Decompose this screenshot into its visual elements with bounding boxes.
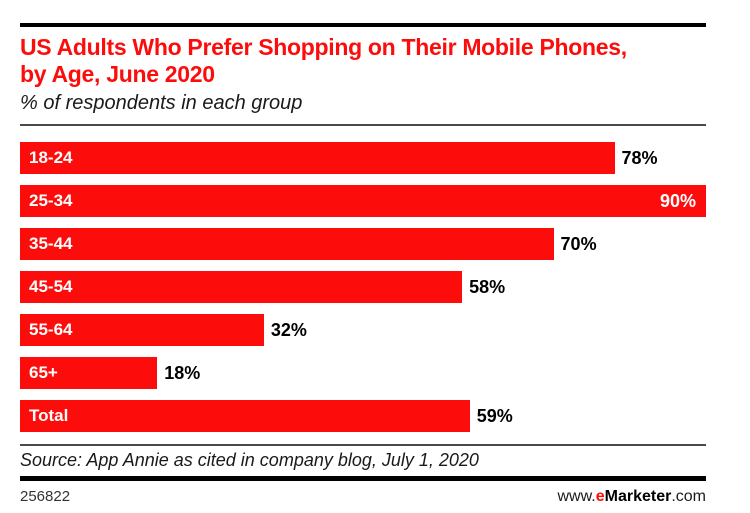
bar-value-label: 59% bbox=[476, 405, 513, 426]
bar-value-label: 70% bbox=[560, 233, 597, 254]
bar-category-label: 65+ bbox=[29, 363, 58, 382]
bar-row: 45-54 58% bbox=[20, 271, 706, 303]
bar-chart: 18-24 78% 25-34 90% 35-44 70% 45-54 58% 55-64 32%… bbox=[20, 142, 706, 432]
bar-row: 35-44 70% bbox=[20, 228, 706, 260]
footer-row: 256822 www.eMarketer.com bbox=[20, 488, 706, 506]
bar: 25-34 90% bbox=[20, 185, 706, 217]
website-url: www.eMarketer.com bbox=[557, 488, 706, 506]
bar: 45-54 bbox=[20, 271, 463, 303]
bar-row: 18-24 78% bbox=[20, 142, 706, 174]
source-divider bbox=[20, 444, 706, 446]
url-com: .com bbox=[671, 488, 706, 505]
header-divider bbox=[20, 124, 706, 126]
source-note: Source: App Annie as cited in company bl… bbox=[20, 450, 479, 470]
bar-row: 55-64 32% bbox=[20, 314, 706, 346]
bar-value-label: 90% bbox=[659, 190, 696, 211]
bar-row: 25-34 90% bbox=[20, 185, 706, 217]
bar-row: Total 59% bbox=[20, 400, 706, 432]
bar: 18-24 bbox=[20, 142, 615, 174]
bar-category-label: 18-24 bbox=[29, 148, 73, 167]
bar-value-label: 32% bbox=[270, 319, 307, 340]
bar-category-label: 25-34 bbox=[29, 191, 73, 210]
bar-category-label: 35-44 bbox=[29, 234, 73, 253]
chart-title: US Adults Who Prefer Shopping on Their M… bbox=[20, 34, 627, 87]
bar: 55-64 bbox=[20, 314, 264, 346]
chart-content: US Adults Who Prefer Shopping on Their M… bbox=[20, 0, 706, 506]
url-www: www. bbox=[557, 488, 596, 505]
footer-divider bbox=[20, 476, 706, 481]
top-divider bbox=[20, 23, 706, 27]
bar: 65+ bbox=[20, 357, 158, 389]
bar-value-label: 18% bbox=[164, 362, 201, 383]
bar: 35-44 bbox=[20, 228, 554, 260]
url-e: e bbox=[595, 488, 605, 505]
chart-id: 256822 bbox=[20, 488, 71, 505]
bar-category-label: 55-64 bbox=[29, 320, 73, 339]
bar: Total bbox=[20, 400, 470, 432]
bar-row: 65+ 18% bbox=[20, 357, 706, 389]
chart-subtitle: % of respondents in each group bbox=[20, 92, 303, 114]
bar-category-label: Total bbox=[29, 406, 69, 425]
url-brand: Marketer bbox=[604, 488, 672, 505]
bar-category-label: 45-54 bbox=[29, 277, 73, 296]
bar-value-label: 78% bbox=[621, 147, 658, 168]
bar-value-label: 58% bbox=[469, 276, 506, 297]
